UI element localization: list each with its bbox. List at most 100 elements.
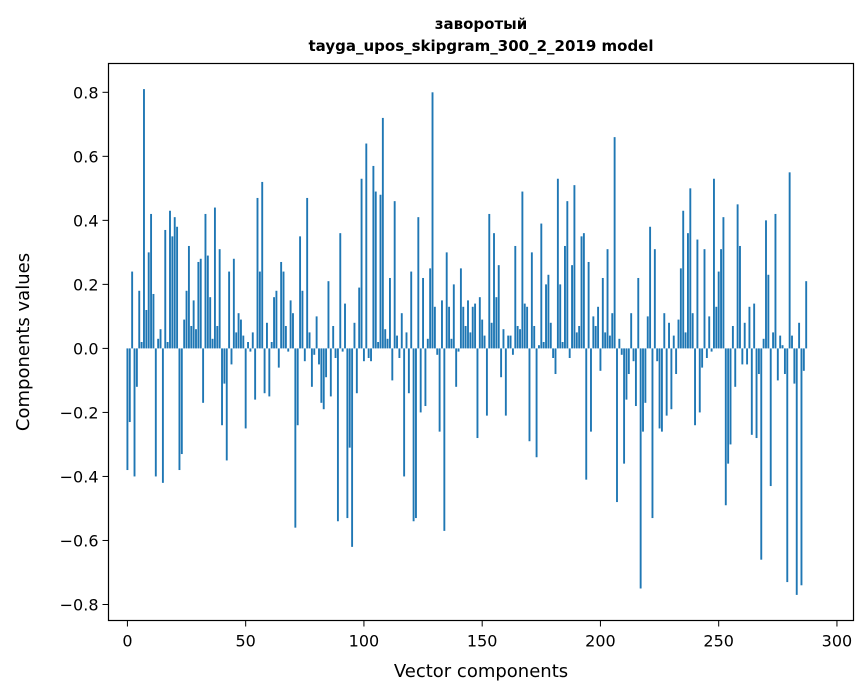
bar — [464, 325, 467, 349]
bar — [504, 348, 507, 416]
bar — [221, 348, 223, 426]
bar — [547, 274, 550, 349]
bar — [677, 319, 680, 349]
bar — [559, 284, 562, 349]
bar — [180, 348, 183, 455]
bar — [365, 143, 368, 349]
bar — [601, 277, 604, 349]
bar — [540, 223, 543, 349]
bar — [169, 210, 171, 349]
bar — [748, 306, 751, 349]
bar — [384, 329, 387, 349]
bar — [616, 348, 618, 503]
bar — [696, 239, 699, 349]
bar — [438, 348, 441, 432]
bar — [131, 271, 134, 349]
bar — [571, 265, 573, 349]
bar — [627, 348, 630, 375]
bar — [339, 233, 342, 349]
bar — [202, 348, 205, 403]
bar — [535, 348, 538, 458]
chart-title: заворотый — [435, 15, 527, 33]
bar — [637, 277, 640, 349]
bar — [150, 213, 153, 349]
bar — [213, 207, 216, 349]
bar — [412, 348, 415, 522]
bar — [294, 348, 297, 528]
bar — [247, 342, 249, 349]
bar — [126, 348, 129, 471]
bar — [211, 338, 214, 349]
bar — [675, 348, 678, 375]
bar — [713, 178, 715, 349]
bar — [199, 258, 202, 349]
bar — [166, 342, 169, 349]
bar — [769, 348, 772, 487]
bar — [358, 287, 361, 349]
bar — [689, 188, 692, 349]
bar — [195, 329, 197, 349]
bar — [656, 348, 659, 362]
bar — [254, 348, 257, 400]
bar — [433, 306, 436, 349]
bar — [232, 258, 235, 349]
bar — [436, 348, 439, 355]
bar — [542, 342, 545, 349]
bar — [143, 89, 145, 349]
bar — [694, 348, 696, 426]
bar — [133, 348, 136, 477]
bar — [722, 217, 725, 349]
bar — [128, 348, 131, 423]
x-tick-label: 0 — [122, 632, 132, 651]
bar — [788, 172, 791, 349]
bar — [377, 342, 380, 349]
bar — [355, 348, 358, 394]
bar — [332, 325, 335, 349]
bar — [658, 348, 661, 429]
bar — [481, 319, 484, 349]
bar — [538, 345, 540, 349]
bar — [315, 316, 318, 349]
bar — [502, 329, 505, 349]
bar — [478, 297, 481, 349]
bar — [727, 348, 730, 464]
bar — [587, 261, 590, 349]
bar — [251, 332, 254, 349]
bar — [741, 348, 744, 365]
bar — [724, 348, 727, 506]
bar — [802, 348, 805, 371]
bar — [644, 348, 647, 403]
plot-frame — [107, 62, 855, 622]
x-tick-label: 300 — [822, 632, 853, 651]
bar — [218, 249, 221, 349]
chart-subtitle: tayga_upos_skipgram_300_2_2019 model — [309, 37, 654, 55]
bar — [237, 313, 240, 349]
bar — [455, 348, 458, 387]
bar — [393, 201, 396, 349]
x-tick-label: 50 — [235, 632, 255, 651]
bar — [566, 201, 569, 349]
bar — [772, 332, 775, 349]
bar — [381, 117, 384, 349]
bar — [209, 297, 212, 349]
x-axis-ticks: 0 50 100 150 200 250 300 — [122, 620, 853, 651]
bar — [152, 293, 155, 349]
bar — [240, 319, 242, 349]
bar — [353, 322, 356, 349]
bar — [597, 306, 600, 349]
bar — [582, 233, 585, 349]
bar — [604, 332, 607, 349]
bar — [405, 332, 408, 349]
x-axis-label: Vector components — [394, 661, 568, 682]
bar — [379, 194, 382, 349]
bar — [783, 348, 786, 375]
bar — [649, 226, 652, 349]
bar — [552, 348, 555, 358]
y-tick-label: 0.0 — [73, 339, 98, 358]
bar — [500, 348, 503, 378]
bar — [197, 261, 200, 349]
bar — [672, 335, 675, 349]
bar — [703, 249, 706, 349]
bar — [793, 348, 796, 384]
